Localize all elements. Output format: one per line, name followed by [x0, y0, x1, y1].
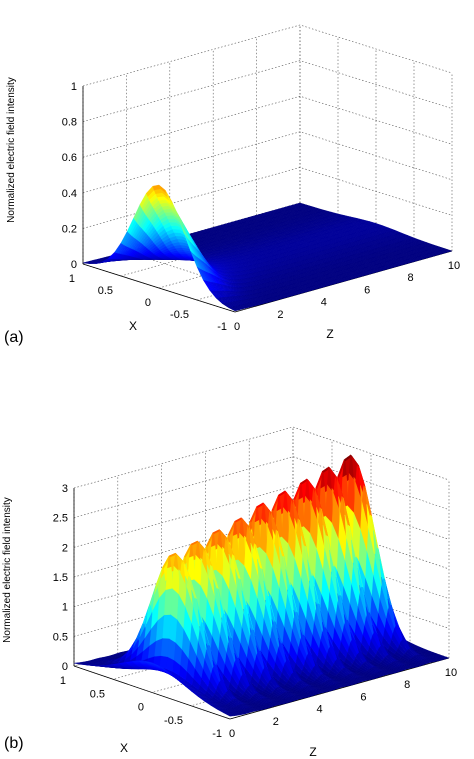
intensity-axis-label: Normalized electric field intensity: [6, 77, 17, 223]
z-tick-label: 10: [448, 260, 460, 272]
surface: [82, 184, 453, 312]
grid-line: [82, 60, 453, 122]
intensity-tick-label: 0.4: [62, 188, 77, 200]
panel-label: (a): [4, 329, 24, 346]
panel-a-chart: 0 0.2 0.4 0.6 0.8 1 1 0.5 0 -0.5 -1 0 2 4 6 8 10 Normaliz…: [4, 24, 460, 346]
x-tick-label: 0: [145, 297, 151, 309]
x-tick-label: -0.5: [170, 309, 189, 321]
x-tick-label: 0.5: [98, 285, 113, 297]
z-tick-label: 6: [364, 284, 370, 296]
grid-line: [73, 426, 450, 489]
x-axis-line: [82, 263, 236, 313]
grid-line: [82, 131, 453, 194]
intensity-tick-label: 0.6: [62, 152, 77, 164]
intensity-tick-label: 0.2: [62, 223, 77, 235]
x-tick-label: -1: [217, 321, 227, 333]
intensity-tick-label: 0: [71, 259, 77, 271]
z-axis-label: Z: [326, 327, 333, 341]
x-axis-label: X: [129, 319, 137, 333]
intensity-tick-label: 1: [71, 81, 77, 93]
surface: [73, 454, 450, 717]
intensity-tick-label: 0.8: [62, 117, 77, 129]
grid-line: [82, 95, 453, 158]
z-tick-label: 0: [234, 321, 240, 333]
z-tick-label: 8: [408, 272, 414, 284]
grid-line: [82, 24, 453, 87]
x-tick-label: 1: [69, 273, 75, 285]
z-tick-label: 4: [321, 297, 327, 309]
z-tick-label: 2: [277, 309, 283, 321]
